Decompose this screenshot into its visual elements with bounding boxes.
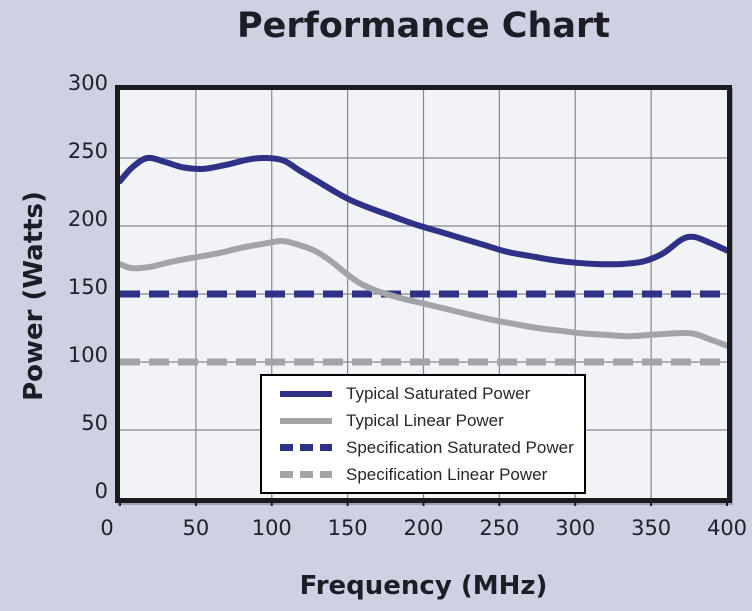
y-axis-label: Power (Watts) xyxy=(19,191,49,401)
y-tick-label-100: 100 xyxy=(67,343,108,367)
series-line-typical-linear-power xyxy=(117,237,730,349)
plot-border xyxy=(115,85,732,503)
y-tick-label-200: 200 xyxy=(67,207,108,231)
legend-label: Specification Linear Power xyxy=(346,464,548,484)
x-tick-label-300: 300 xyxy=(555,516,596,540)
series-line-typical-saturated-power xyxy=(117,154,730,268)
y-tick-label-150: 150 xyxy=(67,275,108,299)
dashed-line-swatch-icon xyxy=(280,471,332,478)
chart-title: Performance Chart xyxy=(236,6,611,46)
y-tick-label-300: 300 xyxy=(67,71,108,95)
dashed-line-swatch-icon xyxy=(280,444,332,451)
solid-line-swatch-icon xyxy=(280,390,332,397)
y-tick-label-50: 50 xyxy=(81,411,108,435)
legend-label: Typical Saturated Power xyxy=(346,383,531,403)
x-tick-label-0: 0 xyxy=(100,516,114,540)
x-tick-label-50: 50 xyxy=(182,516,210,540)
y-tick-label-0: 0 xyxy=(94,479,108,503)
legend-item: Specification Saturated Power xyxy=(262,434,584,461)
solid-line-swatch-icon xyxy=(280,417,332,424)
x-tick-label-250: 250 xyxy=(479,516,520,540)
chart-legend: Typical Saturated Power Typical Linear Po… xyxy=(260,374,586,494)
x-tick-label-100: 100 xyxy=(251,516,292,540)
x-tick-label-350: 350 xyxy=(631,516,672,540)
legend-item: Typical Linear Power xyxy=(262,407,584,434)
legend-label: Typical Linear Power xyxy=(346,410,504,430)
legend-label: Specification Saturated Power xyxy=(346,437,574,457)
y-tick-label-250: 250 xyxy=(67,139,108,163)
x-tick-label-200: 200 xyxy=(403,516,444,540)
legend-item: Typical Saturated Power xyxy=(262,380,584,407)
legend-item: Specification Linear Power xyxy=(262,461,584,488)
x-tick-label-150: 150 xyxy=(327,516,368,540)
x-axis-label: Frequency (MHz) xyxy=(299,571,548,601)
x-tick-label-400: 400 xyxy=(706,516,748,540)
